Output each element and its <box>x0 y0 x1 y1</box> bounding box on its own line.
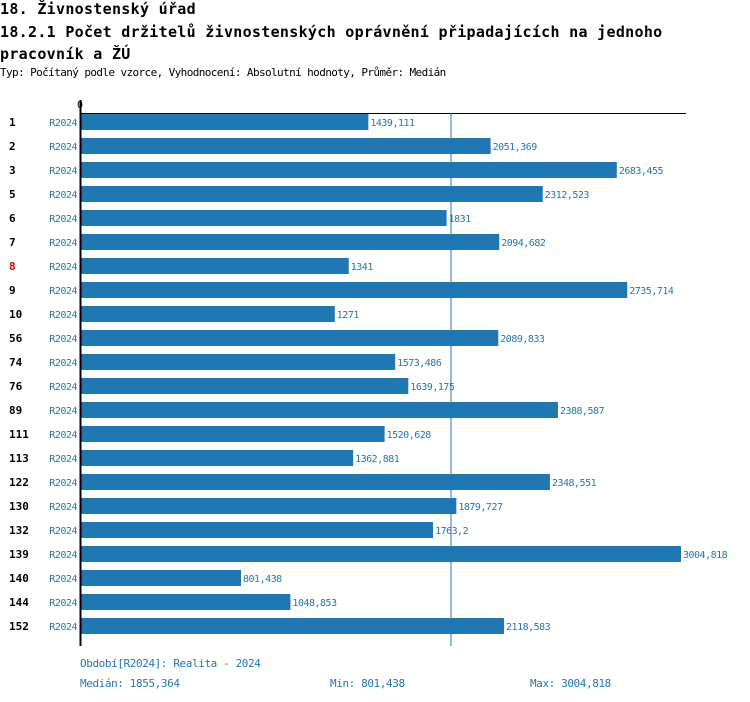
chart-title: 18.2.1 Počet držitelů živnostenských opr… <box>0 23 663 63</box>
category-label: 2 <box>9 140 16 153</box>
series-label: R2024 <box>49 118 77 129</box>
series-label: R2024 <box>49 550 77 561</box>
value-label: 801,438 <box>243 574 282 585</box>
series-label: R2024 <box>49 142 77 153</box>
value-label: 1271 <box>337 310 360 321</box>
bar <box>81 354 396 370</box>
value-label: 1520,628 <box>387 430 432 441</box>
bar <box>81 282 628 298</box>
value-label: 2051,369 <box>493 142 538 153</box>
category-label: 76 <box>9 380 23 393</box>
series-label: R2024 <box>49 430 77 441</box>
series-label: R2024 <box>49 214 77 225</box>
series-label: R2024 <box>49 406 77 417</box>
value-label: 1879,727 <box>458 502 503 513</box>
value-label: 2089,833 <box>500 334 545 345</box>
bar <box>81 474 550 490</box>
value-label: 1048,853 <box>292 598 337 609</box>
category-label: 56 <box>9 332 23 345</box>
chart-meta: Typ: Počítaný podle vzorce, Vyhodnocení:… <box>0 66 446 79</box>
bar <box>81 306 335 322</box>
series-label: R2024 <box>49 382 77 393</box>
value-label: 3004,818 <box>683 550 728 561</box>
bar <box>81 594 291 610</box>
category-label: 7 <box>9 236 16 249</box>
series-label: R2024 <box>49 334 77 345</box>
bar <box>81 618 505 634</box>
value-label: 2094,682 <box>501 238 546 249</box>
series-label: R2024 <box>49 310 77 321</box>
series-label: R2024 <box>49 598 77 609</box>
category-label: 3 <box>9 164 16 177</box>
footer-min: Min: 801,438 <box>330 677 405 690</box>
category-label: 140 <box>9 572 29 585</box>
series-label: R2024 <box>49 238 77 249</box>
category-label: 6 <box>9 212 16 225</box>
category-label: 122 <box>9 476 29 489</box>
value-label: 2348,551 <box>552 478 597 489</box>
series-label: R2024 <box>49 478 77 489</box>
value-label: 1573,486 <box>397 358 442 369</box>
bar <box>81 498 457 514</box>
bar <box>81 138 491 154</box>
value-label: 1831 <box>449 214 472 225</box>
bar <box>81 234 500 250</box>
series-label: R2024 <box>49 502 77 513</box>
bar <box>81 162 617 178</box>
bar <box>81 522 434 538</box>
bar <box>81 450 354 466</box>
bar <box>81 402 558 418</box>
category-label: 130 <box>9 500 29 513</box>
category-label: 8 <box>9 260 16 273</box>
series-label: R2024 <box>49 166 77 177</box>
value-label: 2683,455 <box>619 166 664 177</box>
value-label: 2312,523 <box>545 190 590 201</box>
bar <box>81 330 499 346</box>
series-label: R2024 <box>49 286 77 297</box>
value-label: 2735,714 <box>629 286 674 297</box>
value-label: 2388,587 <box>560 406 605 417</box>
value-label: 2118,583 <box>506 622 551 633</box>
bar <box>81 186 543 202</box>
bar <box>81 258 349 274</box>
series-label: R2024 <box>49 358 77 369</box>
bar <box>81 546 681 562</box>
series-label: R2024 <box>49 262 77 273</box>
series-label: R2024 <box>49 190 77 201</box>
category-label: 113 <box>9 452 29 465</box>
bar <box>81 114 369 130</box>
category-label: 111 <box>9 428 29 441</box>
bar <box>81 210 447 226</box>
series-label: R2024 <box>49 622 77 633</box>
section-title: 18. Živnostenský úřad <box>0 0 196 18</box>
category-label: 152 <box>9 620 29 633</box>
series-label: R2024 <box>49 526 77 537</box>
category-label: 132 <box>9 524 29 537</box>
category-label: 139 <box>9 548 29 561</box>
category-label: 9 <box>9 284 16 297</box>
value-label: 1362,881 <box>355 454 400 465</box>
value-label: 1763,2 <box>435 526 469 537</box>
series-label: R2024 <box>49 574 77 585</box>
value-label: 1639,175 <box>410 382 455 393</box>
bar <box>81 378 409 394</box>
category-label: 1 <box>9 116 16 129</box>
category-label: 5 <box>9 188 16 201</box>
category-label: 144 <box>9 596 29 609</box>
category-label: 10 <box>9 308 22 321</box>
footer-max: Max: 3004,818 <box>530 677 611 690</box>
value-label: 1341 <box>351 262 374 273</box>
bar <box>81 570 242 586</box>
category-label: 89 <box>9 404 22 417</box>
value-label: 1439,111 <box>370 118 415 129</box>
bar <box>81 426 385 442</box>
footer-median: Medián: 1855,364 <box>80 677 180 690</box>
series-label: R2024 <box>49 454 77 465</box>
category-label: 74 <box>9 356 23 369</box>
footer-period: Období[R2024]: Realita - 2024 <box>80 657 261 670</box>
